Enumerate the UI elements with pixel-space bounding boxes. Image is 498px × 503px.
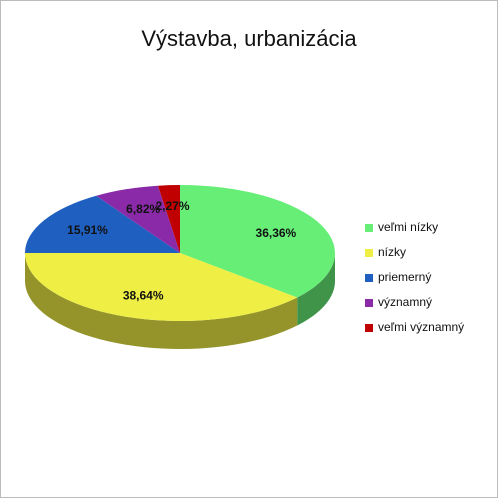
data-label: 6,82%	[126, 202, 160, 216]
data-label: 15,91%	[67, 223, 108, 237]
legend-swatch	[365, 224, 373, 232]
data-label: 38,64%	[123, 288, 164, 302]
legend-swatch	[365, 299, 373, 307]
legend-swatch	[365, 324, 373, 332]
legend-label: veľmi nízky	[378, 220, 438, 234]
legend-label: veľmi významný	[378, 320, 464, 334]
pie-slice	[25, 195, 180, 253]
pie-slice-side	[297, 253, 335, 326]
legend-label: nízky	[378, 245, 406, 259]
legend-label: významný	[378, 295, 432, 309]
pie-slice	[180, 185, 336, 298]
legend-label: priemerný	[378, 270, 431, 284]
pie-slice	[25, 253, 298, 322]
pie-slice	[157, 185, 180, 253]
pie-slice-side	[25, 253, 298, 349]
data-label: 36,36%	[256, 226, 297, 240]
legend-swatch	[365, 274, 373, 282]
pie-slice	[96, 185, 180, 253]
data-label: 2,27%	[155, 199, 189, 213]
chart-title: Výstavba, urbanizácia	[141, 26, 357, 51]
legend-swatch	[365, 249, 373, 257]
